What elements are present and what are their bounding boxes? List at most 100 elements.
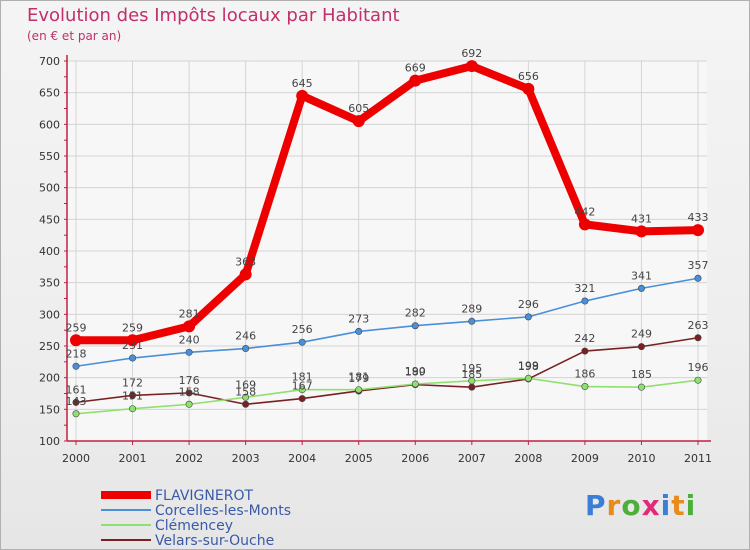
data-point [298, 395, 306, 403]
data-label: 158 [235, 385, 256, 398]
logo-letter: x [641, 489, 661, 522]
data-label: 341 [631, 269, 652, 282]
data-point [581, 383, 589, 391]
data-label: 198 [518, 360, 539, 373]
data-label: 442 [574, 205, 595, 218]
logo-letter: r [606, 489, 622, 522]
data-label: 296 [518, 298, 539, 311]
y-tick-label: 450 [39, 213, 60, 226]
data-point [355, 386, 363, 394]
data-point [409, 74, 422, 87]
data-label: 605 [348, 102, 369, 115]
y-tick-label: 500 [39, 182, 60, 195]
data-label: 199 [518, 359, 539, 372]
data-label: 143 [66, 395, 87, 408]
y-tick-label: 150 [39, 403, 60, 416]
data-point [692, 224, 704, 237]
logo-letter: i [685, 489, 697, 522]
data-label: 181 [348, 371, 369, 384]
chart-subtitle: (en € et par an) [27, 29, 122, 43]
data-label: 218 [66, 347, 87, 360]
x-tick-label: 2004 [288, 452, 316, 465]
data-point [70, 334, 82, 347]
data-label: 181 [292, 371, 313, 384]
data-label: 357 [688, 259, 709, 272]
data-label: 249 [631, 328, 652, 341]
data-point [185, 389, 193, 397]
data-point [468, 377, 476, 385]
data-point [242, 393, 250, 401]
legend-label: Velars-sur-Ouche [155, 533, 274, 549]
data-label: 433 [688, 211, 709, 224]
data-point [298, 338, 306, 346]
proxiti-logo: Proxiti [585, 489, 696, 522]
data-label: 196 [688, 361, 709, 374]
data-point [635, 225, 648, 238]
x-tick-label: 2010 [627, 452, 655, 465]
data-point [298, 386, 306, 394]
legend-label: Corcelles-les-Monts [155, 503, 291, 519]
data-point [126, 334, 139, 347]
data-point [352, 115, 365, 128]
data-label: 169 [235, 378, 256, 391]
x-tick-label: 2007 [458, 452, 486, 465]
data-label: 246 [235, 330, 256, 343]
data-label: 231 [122, 339, 143, 352]
data-label: 289 [461, 302, 482, 315]
data-point [129, 354, 137, 362]
series-line-velars-sur-ouche [75, 336, 699, 406]
x-tick-label: 2006 [401, 452, 429, 465]
data-label: 185 [461, 368, 482, 381]
data-label: 172 [122, 376, 143, 389]
data-point [242, 345, 250, 353]
data-point [637, 284, 645, 292]
y-tick-label: 100 [39, 435, 60, 448]
data-label: 431 [631, 212, 652, 225]
data-label: 363 [235, 255, 256, 268]
x-tick-label: 2001 [119, 452, 147, 465]
data-point [581, 297, 589, 305]
x-tick-label: 2000 [62, 452, 90, 465]
data-label: 242 [574, 332, 595, 345]
data-label: 195 [461, 362, 482, 375]
data-label: 321 [574, 282, 595, 295]
data-label: 656 [518, 70, 539, 83]
data-point [129, 391, 137, 399]
chart-title: Evolution des Impôts locaux par Habitant [27, 5, 400, 26]
data-point [185, 400, 193, 408]
data-point [355, 327, 363, 335]
data-label: 161 [66, 383, 87, 396]
data-point [637, 343, 645, 351]
y-tick-label: 400 [39, 245, 60, 258]
data-label: 282 [405, 307, 426, 320]
data-label: 179 [348, 372, 369, 385]
data-label: 259 [66, 321, 87, 334]
data-label: 259 [122, 321, 143, 334]
x-tick-label: 2003 [232, 452, 260, 465]
x-tick-label: 2008 [514, 452, 542, 465]
y-tick-label: 300 [39, 308, 60, 321]
legend-label: Clémencey [155, 518, 233, 534]
data-point [72, 362, 80, 370]
y-tick-label: 200 [39, 372, 60, 385]
data-label: 273 [348, 312, 369, 325]
logo-letter: i [660, 489, 672, 522]
data-point [239, 268, 252, 281]
x-tick-label: 2005 [345, 452, 373, 465]
data-point [183, 320, 196, 333]
logo-letter: o [621, 489, 642, 522]
x-tick-label: 2009 [571, 452, 599, 465]
data-point [468, 317, 476, 325]
data-label: 186 [574, 368, 595, 381]
data-point [72, 398, 80, 406]
series-line-corcelles-les-monts [75, 277, 699, 368]
y-tick-label: 700 [39, 55, 60, 68]
data-label: 669 [405, 62, 426, 75]
legend-label: FLAVIGNEROT [155, 488, 253, 504]
data-point [522, 82, 535, 95]
data-point [465, 60, 478, 73]
data-label: 281 [179, 307, 200, 320]
data-label: 240 [179, 333, 200, 346]
data-label: 185 [631, 368, 652, 381]
